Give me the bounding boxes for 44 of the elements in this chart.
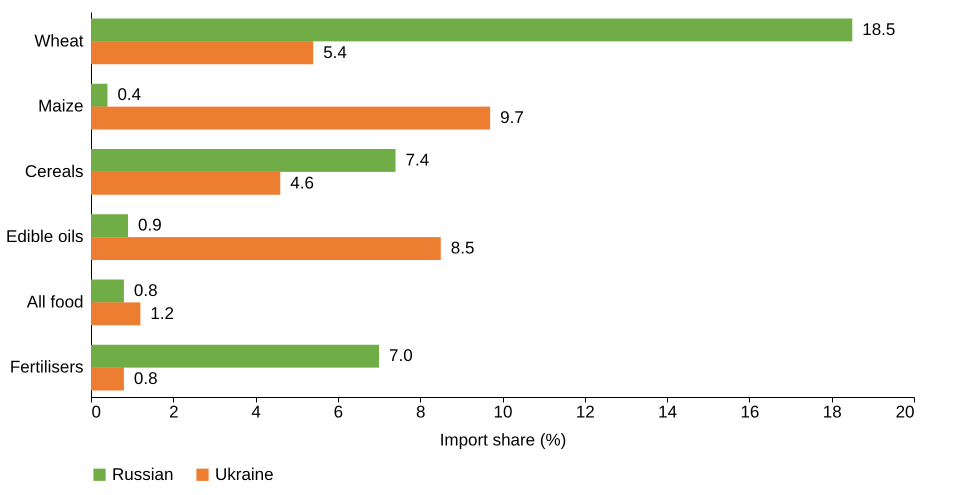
data-label: 7.4 [406, 150, 430, 170]
bar [91, 172, 280, 195]
data-label: 18.5 [862, 20, 896, 39]
x-tick-label: 6 [334, 402, 344, 422]
bar [91, 106, 490, 130]
data-label: 8.5 [450, 238, 474, 258]
y-tick-label: Cereals [24, 162, 84, 181]
y-tick-label: All food [26, 292, 84, 312]
data-label: 0.9 [138, 216, 162, 235]
data-label: 5.4 [323, 42, 347, 62]
bar [91, 18, 852, 42]
x-tick-label: 20 [896, 402, 914, 422]
bar [91, 41, 314, 64]
data-label: 0.8 [134, 280, 158, 300]
x-tick-label: 16 [740, 402, 760, 422]
data-label: 9.7 [500, 108, 524, 128]
bar [91, 84, 108, 107]
y-tick-label: Edible oils [6, 227, 84, 246]
bar [91, 344, 380, 368]
x-tick-label: 12 [576, 402, 595, 422]
data-label: 1.2 [150, 304, 174, 323]
bar [91, 280, 124, 302]
legend-label: Ukraine [215, 464, 274, 484]
x-tick-label: 2 [169, 402, 179, 422]
x-tick-label: 14 [658, 402, 678, 422]
bar [91, 368, 124, 390]
data-label: 4.6 [290, 173, 314, 192]
bar [91, 214, 128, 238]
bar [91, 302, 140, 326]
x-tick-label: 0 [92, 402, 101, 422]
x-tick-label: 8 [416, 402, 426, 422]
bar [91, 149, 396, 172]
y-tick-label: Maize [38, 96, 84, 116]
data-label: 0.4 [117, 85, 142, 104]
x-axis-title: Import share (%) [440, 430, 566, 450]
y-tick-label: Wheat [34, 31, 84, 50]
x-tick-label: 10 [494, 402, 512, 422]
data-label: 7.0 [389, 346, 413, 366]
data-label: 0.8 [134, 369, 158, 388]
legend-label: Russian [112, 464, 174, 484]
x-tick-label: 18 [822, 402, 842, 422]
bar [91, 237, 441, 260]
x-tick-label: 4 [251, 402, 261, 422]
y-tick-label: Fertilisers [10, 358, 84, 377]
